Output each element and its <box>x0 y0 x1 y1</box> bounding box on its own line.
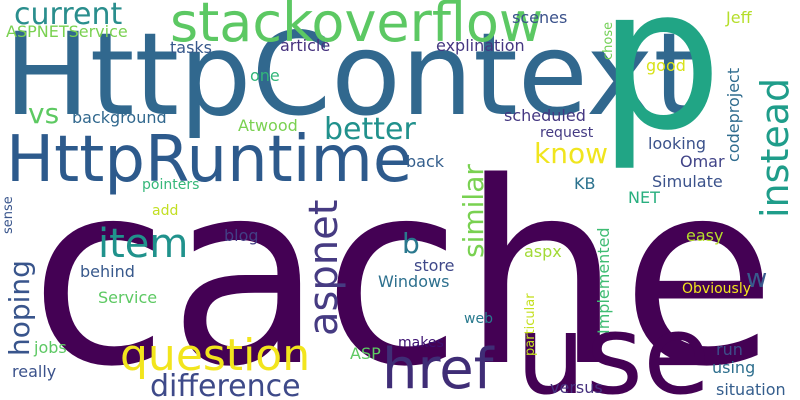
word: vs <box>28 97 60 130</box>
word: one <box>250 66 280 85</box>
word: cache <box>30 129 777 400</box>
word: using <box>712 358 756 377</box>
word: ASPNETService <box>6 22 128 41</box>
word: similar <box>457 164 490 258</box>
word: web <box>464 311 493 327</box>
word: difference <box>150 369 301 400</box>
word: codeproject <box>724 67 743 162</box>
word: HttpContext <box>4 8 699 141</box>
word: store <box>414 256 455 275</box>
word: Jeff <box>726 8 752 27</box>
word: really <box>12 362 57 381</box>
word: use <box>516 291 711 400</box>
word: aspx <box>524 242 562 261</box>
word: versus <box>550 378 603 397</box>
word: Atwood <box>238 116 298 135</box>
word: p <box>598 0 723 174</box>
word: situation <box>716 380 786 399</box>
word: makes <box>398 335 444 351</box>
word: tasks <box>170 38 213 57</box>
word: explination <box>436 36 525 55</box>
word: back <box>406 152 445 171</box>
word: aspnet <box>301 199 347 336</box>
word: request <box>540 125 594 141</box>
word: run <box>716 340 743 359</box>
word: ASP <box>350 344 381 363</box>
word: know <box>534 137 608 170</box>
word: stackoverflow <box>170 0 544 54</box>
word: question <box>120 330 311 381</box>
word: better <box>324 112 416 147</box>
word: chose <box>601 21 616 60</box>
word: looking <box>648 134 707 153</box>
word: NET <box>628 188 660 207</box>
word: href <box>382 337 494 400</box>
word: scenes <box>512 8 568 27</box>
word: pointers <box>142 177 200 193</box>
word: Simulate <box>652 172 723 191</box>
word: scheduled <box>504 106 586 125</box>
word: instead <box>753 77 797 218</box>
word: Implemented <box>594 227 613 334</box>
word: KB <box>574 174 596 193</box>
word: b <box>402 227 420 260</box>
word: HttpRuntime <box>6 123 413 197</box>
word: current <box>14 0 123 32</box>
word: behind <box>80 262 135 281</box>
word: hoping <box>3 260 36 356</box>
word: jobs <box>34 338 67 357</box>
word: Windows <box>378 272 450 291</box>
word: article <box>280 36 331 55</box>
word: w <box>746 264 768 294</box>
word: add <box>152 203 179 219</box>
word: easy <box>686 226 724 245</box>
word: particular <box>523 293 538 356</box>
word: item <box>98 221 189 267</box>
word: sense <box>1 196 16 234</box>
word: good <box>646 56 686 75</box>
word: Omar <box>680 152 725 171</box>
word: blog <box>224 226 259 245</box>
word: Obviously <box>682 281 751 297</box>
word: Service <box>98 288 158 307</box>
word: background <box>72 108 167 127</box>
